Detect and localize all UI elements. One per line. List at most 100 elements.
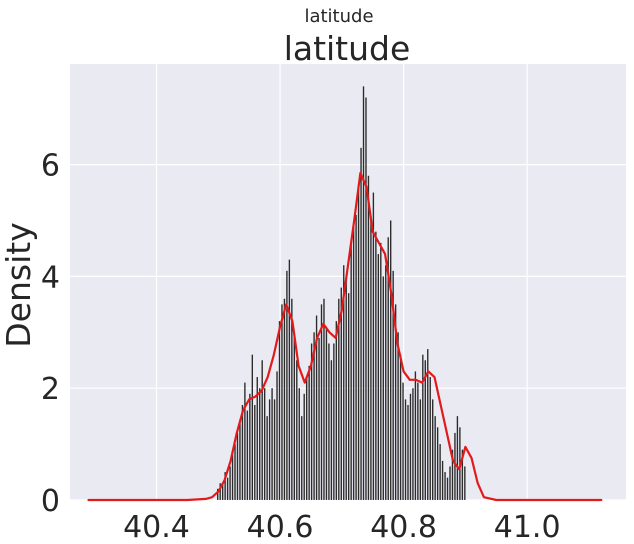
histogram-bar-6 [231, 455, 234, 500]
histogram-bar-51 [343, 265, 345, 500]
histogram-bar-69 [387, 237, 389, 500]
histogram-bar-83 [422, 354, 424, 500]
histogram-bar-94 [449, 466, 451, 500]
histogram-bar-42 [320, 304, 323, 500]
x-tick-label-2: 40.8 [370, 510, 437, 544]
histogram-bar-38 [310, 343, 313, 500]
histogram-bar-17 [259, 388, 261, 500]
histogram-bar-4 [226, 477, 229, 500]
histogram-bar-32 [296, 360, 298, 500]
histogram-bar-37 [308, 365, 310, 500]
histogram-bars [217, 86, 466, 501]
histogram-bar-68 [385, 265, 387, 500]
histogram-bar-5 [229, 466, 231, 500]
y-axis-ticks: 0 2 4 6 [41, 149, 60, 519]
histogram-bar-27 [283, 298, 286, 500]
y-tick-label-0: 0 [41, 484, 60, 519]
x-axis-ticks: 40.4 40.6 40.8 41.0 [123, 510, 560, 544]
histogram-bar-65 [377, 254, 380, 500]
histogram-bar-29 [288, 259, 291, 500]
x-tick-label-3: 41.0 [494, 510, 561, 544]
histogram-bar-35 [303, 393, 305, 500]
histogram-bar-36 [305, 377, 308, 500]
histogram-bar-96 [454, 432, 456, 500]
histogram-bar-14 [251, 354, 253, 500]
histogram-bar-62 [370, 220, 372, 500]
kde-curve [87, 171, 603, 502]
histogram-bar-20 [266, 416, 268, 500]
histogram-bar-0 [217, 488, 219, 500]
histogram-bar-44 [325, 326, 328, 500]
histogram-bar-49 [338, 298, 340, 500]
histogram-bar-53 [348, 293, 350, 500]
y-axis-label: Density [0, 222, 38, 347]
histogram-bar-78 [409, 393, 412, 500]
histogram-bar-100 [464, 466, 466, 500]
histogram-bar-82 [419, 399, 422, 500]
histogram-bar-18 [261, 360, 263, 500]
histogram-bar-90 [439, 444, 441, 500]
histogram-bar-71 [392, 270, 394, 500]
histogram-bar-16 [256, 377, 258, 500]
histogram-bar-3 [224, 472, 226, 500]
histogram-bar-84 [424, 360, 426, 500]
histogram-bar-19 [263, 388, 266, 500]
figure-suptitle: latitude [304, 6, 373, 27]
histogram-bar-47 [333, 343, 335, 500]
histogram-bar-7 [234, 444, 236, 500]
histogram-bar-34 [301, 416, 303, 500]
histogram-bar-93 [446, 477, 449, 500]
histogram-bar-26 [281, 304, 283, 500]
histogram-bar-97 [456, 416, 459, 500]
histogram-bar-61 [367, 175, 370, 501]
histogram-bar-80 [414, 371, 417, 500]
histogram-bar-10 [241, 404, 244, 500]
histogram-bar-88 [434, 416, 436, 500]
histogram-bar-95 [451, 449, 454, 500]
chart-title: latitude [284, 29, 411, 68]
histogram-bar-39 [313, 332, 315, 500]
histogram-bar-9 [239, 421, 241, 500]
histogram-bar-63 [372, 192, 375, 500]
histogram-bar-40 [315, 315, 318, 500]
histogram-bar-66 [380, 242, 382, 500]
histogram-bar-22 [271, 388, 273, 500]
histogram-bar-72 [394, 304, 397, 500]
histogram-bar-91 [441, 460, 444, 500]
histogram-bar-8 [236, 432, 239, 500]
histogram-bar-81 [417, 382, 419, 500]
histogram-bar-92 [444, 472, 446, 500]
y-tick-label-2: 4 [41, 260, 60, 295]
histogram-bar-99 [461, 449, 464, 500]
histogram-bar-70 [390, 220, 392, 500]
histogram-bar-48 [335, 321, 338, 500]
histogram-bar-50 [340, 287, 342, 500]
histogram-bar-24 [276, 371, 278, 500]
histogram-bar-59 [362, 86, 365, 501]
histogram-bar-86 [429, 377, 431, 500]
y-tick-label-3: 6 [41, 149, 60, 184]
histogram-bar-12 [246, 410, 249, 500]
histogram-bar-13 [249, 393, 251, 500]
histogram-bar-45 [328, 343, 330, 500]
histogram-bar-54 [350, 242, 352, 500]
histogram-bar-25 [278, 321, 281, 500]
histogram-bar-46 [330, 360, 333, 500]
histogram-bar-11 [244, 382, 246, 500]
histogram-bar-1 [219, 483, 221, 500]
histogram-bar-89 [436, 427, 439, 500]
histogram-bar-2 [221, 483, 224, 500]
histogram-bar-57 [357, 186, 360, 500]
histogram-bar-43 [323, 298, 325, 500]
x-tick-label-1: 40.6 [247, 510, 314, 544]
histogram-bar-41 [318, 337, 320, 500]
histogram-bar-31 [293, 332, 296, 500]
histogram-bar-15 [254, 404, 256, 500]
histogram-bar-52 [345, 276, 347, 500]
histogram-bar-58 [360, 147, 362, 500]
histogram-bar-77 [407, 404, 409, 500]
histogram-bar-56 [355, 214, 357, 501]
histogram-bar-87 [432, 399, 434, 500]
histogram-bar-76 [404, 399, 407, 500]
